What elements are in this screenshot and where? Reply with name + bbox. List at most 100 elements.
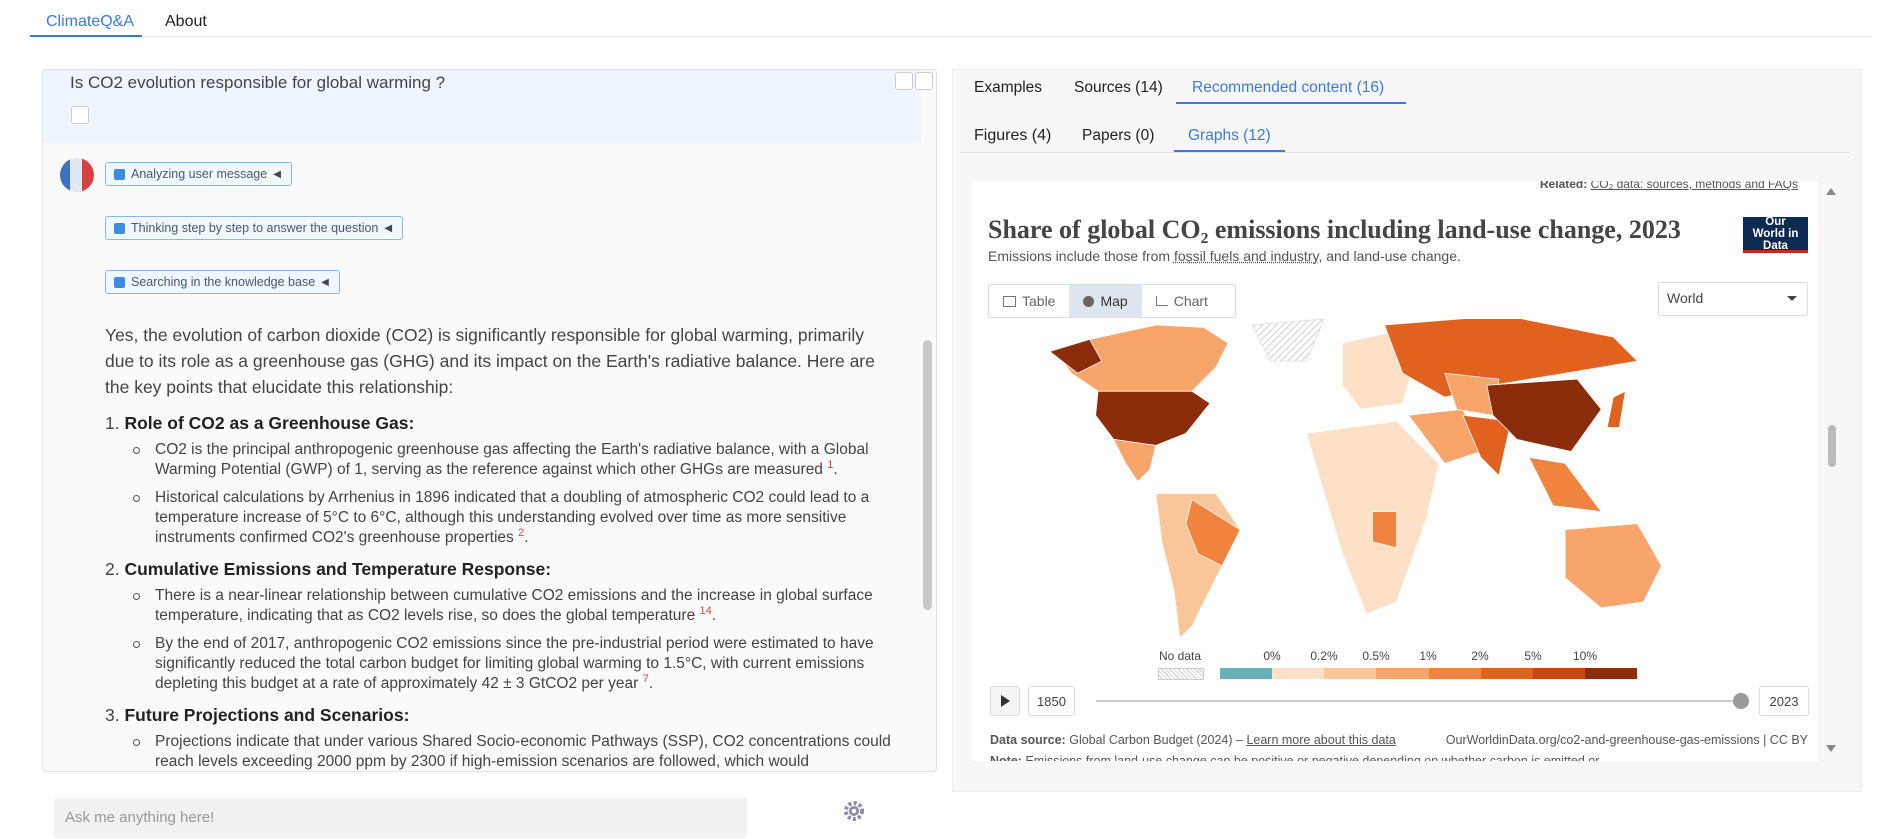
source-sep: –	[1232, 733, 1247, 747]
timeline-end[interactable]: 2023	[1759, 686, 1809, 716]
legend-swatch	[1532, 668, 1585, 679]
answer-intro: Yes, the evolution of carbon dioxide (CO…	[105, 325, 875, 397]
subtab[interactable]: Figures (4)	[974, 127, 1051, 145]
subtitle-text: Emissions include those from	[988, 248, 1174, 264]
region-dropdown[interactable]: World	[1658, 282, 1808, 316]
bullet-text: By the end of 2017, anthropogenic CO2 em…	[155, 635, 874, 692]
legend-label: 5%	[1524, 649, 1542, 663]
graph-title: Share of global CO₂ emissions including …	[988, 215, 1681, 244]
step-icon	[114, 276, 125, 288]
step-label: Searching in the knowledge base	[131, 275, 316, 289]
country	[1185, 498, 1241, 567]
source-link[interactable]: Learn more about this data	[1246, 733, 1396, 747]
bullet: Historical calculations by Arrhenius in …	[131, 488, 895, 548]
country	[1462, 414, 1512, 477]
world-map	[1049, 319, 1662, 638]
step-label: Thinking step by step to answer the ques…	[131, 221, 379, 235]
country	[1049, 339, 1103, 374]
subtab-label[interactable]: Figures (4)	[974, 127, 1052, 144]
toggle-icon: ◀	[384, 222, 393, 234]
source-label: Data source:	[990, 733, 1066, 747]
view-button[interactable]: Chart	[1142, 285, 1222, 317]
bullet-text: Projections indicate that under various …	[155, 733, 891, 770]
view-label: Table	[1022, 293, 1056, 309]
bullet: By the end of 2017, anthropogenic CO2 em…	[131, 634, 895, 694]
step-pill[interactable]: Thinking step by step to answer the ques…	[105, 216, 404, 240]
step-label: Analyzing user message	[131, 167, 268, 181]
bullet-tail: .	[711, 607, 717, 624]
bullet-tail: .	[648, 675, 653, 692]
scroll-down[interactable]	[1826, 745, 1836, 752]
answer-section: 1. Role of CO2 as a Greenhouse Gas: CO2 i…	[105, 410, 895, 548]
bullet-text: Historical calculations by Arrhenius in …	[155, 489, 870, 546]
citation: 7	[642, 672, 649, 685]
legend-label: 2%	[1471, 649, 1489, 663]
view-label: Chart	[1173, 293, 1208, 309]
country	[1528, 456, 1603, 513]
step-pill[interactable]: Searching in the knowledge base ◀	[105, 270, 340, 294]
subtab-underline	[1174, 150, 1285, 152]
view-button[interactable]: Map	[1069, 285, 1142, 317]
graph-scrollbar[interactable]	[1828, 425, 1836, 467]
step-pill[interactable]: Analyzing user message ◀	[105, 162, 292, 186]
country	[1486, 378, 1602, 452]
subtab[interactable]: Papers (0)	[1082, 127, 1155, 144]
toggle-icon: ◀	[273, 168, 281, 180]
timeline-track[interactable]	[1096, 700, 1741, 702]
timeline-start[interactable]: 1850	[1028, 686, 1075, 716]
legend-label: No data	[1158, 649, 1202, 663]
scrollbar[interactable]	[923, 340, 932, 610]
play-button[interactable]	[990, 686, 1020, 716]
nav-tab[interactable]: About	[165, 13, 207, 30]
question-text: Is CO2 evolution responsible for global …	[70, 73, 446, 92]
chat-input[interactable]: Ask me anything here!	[54, 798, 747, 838]
citation: 14	[699, 604, 712, 617]
nav-tab[interactable]: ClimateQ&A	[46, 13, 135, 30]
timeline-knob[interactable]	[1733, 693, 1749, 709]
country	[1052, 324, 1229, 392]
country	[1113, 438, 1157, 483]
bullet-list: CO2 is the principal anthropogenic green…	[105, 440, 895, 548]
section-title: Role of CO2 as a Greenhouse Gas:	[124, 413, 415, 433]
panel-tab[interactable]: Recommended content (16)	[1192, 79, 1385, 96]
legend-label: 0%	[1263, 649, 1281, 663]
subtitle-link[interactable]: fossil fuels and industry	[1173, 248, 1319, 264]
note: Note: Emissions from land-use change can…	[990, 754, 1599, 761]
step-icon	[114, 222, 125, 234]
legend-swatch	[1324, 668, 1377, 679]
view-label: Map	[1100, 293, 1128, 309]
bullet: There is a near-linear relationship betw…	[131, 586, 895, 626]
related-label: Related:	[1539, 181, 1588, 191]
bot-avatar	[60, 158, 94, 192]
legend-swatch	[1272, 668, 1325, 679]
data-source: Data source: Global Carbon Budget (2024)…	[990, 733, 1396, 747]
panel-tab[interactable]: Sources (14)	[1074, 79, 1163, 96]
legend-swatch	[1428, 668, 1481, 679]
region-label: World	[1667, 290, 1704, 306]
dropdown-caret	[1787, 296, 1797, 306]
legend-swatch	[1220, 668, 1273, 679]
delete-button[interactable]	[915, 72, 933, 90]
view-button[interactable]: Table	[989, 285, 1069, 317]
related-link[interactable]: CO₂ data: sources, methods and FAQs	[1590, 181, 1798, 191]
scroll-up[interactable]	[1826, 188, 1836, 195]
chart-url[interactable]: OurWorldinData.org/co2-and-greenhouse-ga…	[1445, 733, 1808, 747]
view-switch: Table Map Chart	[988, 284, 1236, 318]
panel-tab[interactable]: Examples	[974, 79, 1043, 96]
question-bubble	[43, 70, 921, 143]
copy-button[interactable]	[71, 106, 89, 124]
settings-icon[interactable]	[843, 800, 865, 822]
legend-nodata-swatch	[1158, 668, 1204, 680]
section-heading: 3. Future Projections and Scenarios:	[105, 702, 895, 728]
bullet-text: CO2 is the principal anthropogenic green…	[155, 441, 869, 478]
legend-label: 10%	[1572, 649, 1598, 663]
citation: 2	[518, 526, 525, 539]
section-heading: 1. Role of CO2 as a Greenhouse Gas:	[105, 410, 895, 436]
chat-panel: Is CO2 evolution responsible for global …	[42, 69, 937, 772]
owid-logo[interactable]: Our World in Data	[1743, 216, 1808, 253]
share-button[interactable]	[895, 72, 913, 90]
subtab[interactable]: Graphs (12)	[1188, 127, 1271, 144]
answer: Yes, the evolution of carbon dioxide (CO…	[105, 322, 895, 770]
country	[1606, 390, 1626, 428]
bullet-tail: .	[833, 461, 838, 478]
